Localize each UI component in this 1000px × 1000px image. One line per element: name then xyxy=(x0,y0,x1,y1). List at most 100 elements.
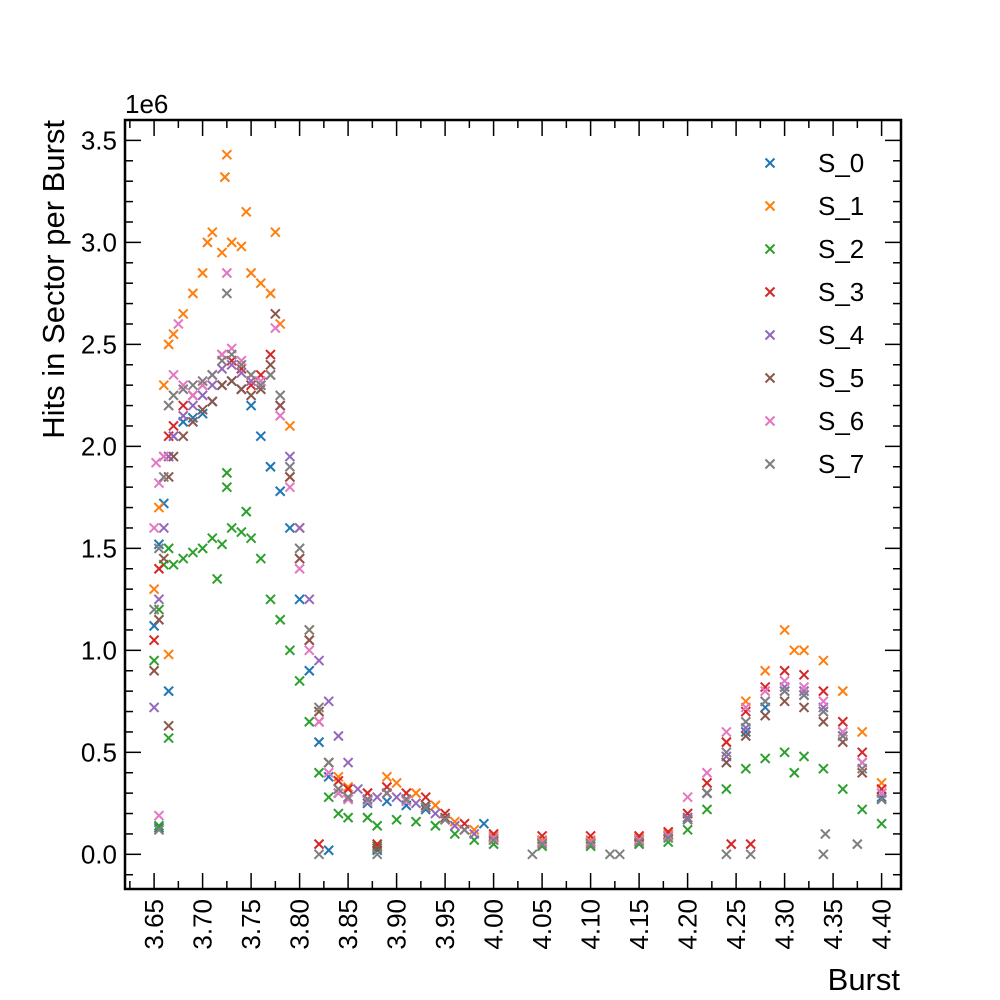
data-point xyxy=(401,794,412,805)
y-tick-label: 2.0 xyxy=(81,431,117,461)
data-point xyxy=(837,783,849,795)
series-S_5 xyxy=(148,308,887,854)
data-point xyxy=(265,349,276,360)
data-point xyxy=(633,836,645,848)
data-point xyxy=(837,730,849,742)
data-point xyxy=(221,267,233,279)
data-point xyxy=(430,820,441,831)
data-point xyxy=(197,267,208,279)
data-point xyxy=(818,696,829,707)
data-point xyxy=(459,824,470,836)
data-point xyxy=(740,716,752,727)
data-point xyxy=(255,430,267,442)
data-point xyxy=(662,828,674,840)
data-point xyxy=(274,400,286,411)
data-point xyxy=(236,367,247,379)
data-point xyxy=(163,720,174,732)
data-point xyxy=(371,849,383,860)
data-point xyxy=(391,792,402,803)
data-point xyxy=(241,506,252,517)
data-point xyxy=(614,849,625,860)
data-point xyxy=(721,849,732,860)
data-point xyxy=(173,318,184,330)
data-point xyxy=(177,308,189,319)
data-point xyxy=(759,710,771,721)
data-point xyxy=(536,836,548,848)
data-point xyxy=(779,665,790,676)
data-point xyxy=(410,787,422,799)
data-point xyxy=(779,685,790,697)
data-point xyxy=(197,408,208,419)
data-point xyxy=(216,363,228,375)
data-point xyxy=(148,634,160,646)
data-point xyxy=(216,355,228,366)
data-point xyxy=(153,822,165,834)
data-point xyxy=(779,747,790,758)
data-point xyxy=(294,563,305,574)
data-point xyxy=(362,796,373,807)
data-point xyxy=(420,804,431,815)
data-point xyxy=(759,681,771,693)
data-point xyxy=(274,390,286,401)
data-point xyxy=(153,614,165,625)
series-S_4 xyxy=(148,359,887,848)
data-point xyxy=(197,404,208,415)
data-point xyxy=(633,834,645,846)
data-point xyxy=(818,706,829,717)
data-point xyxy=(798,690,810,701)
x-tick-label: 4.35 xyxy=(818,899,848,950)
legend-marker xyxy=(764,243,776,255)
data-point xyxy=(148,655,160,666)
y-tick-label: 3.5 xyxy=(81,125,117,155)
data-point xyxy=(439,814,451,825)
x-tick-label: 3.95 xyxy=(430,899,460,950)
data-point xyxy=(163,400,174,411)
data-point xyxy=(410,798,422,809)
data-point xyxy=(168,420,179,432)
data-point xyxy=(163,543,174,554)
data-point xyxy=(818,763,829,774)
legend: S_0 S_1 S_2 S_3 S_4 S_5 S_6 S_7 xyxy=(764,148,864,479)
data-point xyxy=(721,783,732,795)
data-point xyxy=(265,359,276,370)
data-point xyxy=(177,400,189,411)
data-point xyxy=(342,794,354,805)
data-point xyxy=(333,730,344,742)
data-point xyxy=(818,716,829,727)
data-point xyxy=(439,812,451,823)
data-point xyxy=(294,522,305,534)
data-point xyxy=(876,792,887,803)
data-point xyxy=(837,716,849,727)
x-tick-label: 4.10 xyxy=(576,899,606,950)
data-point xyxy=(701,767,713,778)
data-point xyxy=(216,247,228,258)
data-point xyxy=(294,675,305,687)
data-point xyxy=(236,526,247,538)
data-point xyxy=(187,412,199,424)
data-point xyxy=(294,543,305,554)
data-point xyxy=(323,757,334,768)
data-point xyxy=(381,787,393,799)
data-point xyxy=(177,384,189,395)
data-point xyxy=(585,836,596,848)
data-point xyxy=(255,553,267,564)
data-point xyxy=(430,800,441,811)
data-point xyxy=(371,792,383,803)
data-point xyxy=(352,783,364,795)
data-point xyxy=(270,226,281,238)
data-point xyxy=(721,757,732,768)
data-point xyxy=(478,818,490,829)
data-point xyxy=(150,457,162,468)
x-tick-label: 3.65 xyxy=(139,899,169,950)
data-point xyxy=(876,794,887,805)
data-point xyxy=(381,796,393,807)
data-point xyxy=(168,328,179,340)
data-point xyxy=(488,834,499,846)
data-point xyxy=(211,573,223,585)
data-point xyxy=(153,502,165,513)
data-point xyxy=(313,716,325,727)
data-point xyxy=(662,830,674,842)
legend-marker xyxy=(764,458,776,470)
data-point xyxy=(255,384,267,395)
